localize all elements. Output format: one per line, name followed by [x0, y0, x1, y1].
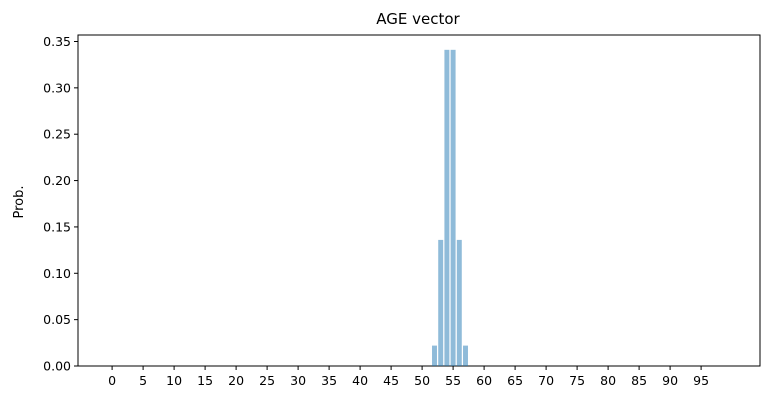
x-tick-label: 75: [569, 373, 585, 388]
x-tick-label: 15: [197, 373, 213, 388]
chart-title: AGE vector: [376, 10, 460, 28]
y-tick-label: 0.25: [43, 127, 71, 142]
x-tick-label: 20: [228, 373, 244, 388]
x-tick-label: 50: [414, 373, 430, 388]
y-tick-label: 0.15: [43, 219, 71, 234]
y-tick-label: 0.20: [43, 173, 71, 188]
y-tick-label: 0.30: [43, 80, 71, 95]
x-tick-label: 85: [631, 373, 647, 388]
bar: [432, 345, 437, 366]
x-tick-label: 25: [259, 373, 275, 388]
bar: [450, 49, 456, 367]
x-tick-label: 95: [693, 373, 709, 388]
x-tick-label: 30: [290, 373, 306, 388]
bar: [444, 49, 450, 367]
x-tick-label: 90: [662, 373, 678, 388]
x-tick-label: 65: [507, 373, 523, 388]
plot-area: [77, 34, 761, 367]
x-tick-label: 70: [538, 373, 554, 388]
y-axis-label: Prob.: [12, 185, 27, 218]
bar: [438, 239, 444, 366]
x-tick-label: 80: [600, 373, 616, 388]
x-axis: 0 5 10 15 20 25 30 35 40 45 50 55 60 65 70 75 80 85 90 95: [108, 366, 709, 388]
x-tick-label: 10: [166, 373, 182, 388]
y-tick-label: 0.10: [43, 266, 71, 281]
bar: [463, 345, 468, 366]
x-tick-label: 55: [445, 373, 461, 388]
x-tick-label: 35: [321, 373, 337, 388]
bar: [456, 239, 462, 366]
y-tick-label: 0.35: [43, 34, 71, 49]
x-tick-label: 0: [108, 373, 116, 388]
bar-series: [432, 49, 468, 367]
y-tick-label: 0.05: [43, 312, 71, 327]
plot-frame: [77, 34, 761, 367]
y-axis: 0.00 0.05 0.10 0.15 0.20 0.25 0.30 0.35: [43, 34, 78, 374]
y-tick-label: 0.00: [43, 359, 71, 374]
x-tick-label: 60: [476, 373, 492, 388]
x-tick-label: 40: [352, 373, 368, 388]
x-tick-label: 45: [383, 373, 399, 388]
x-tick-label: 5: [139, 373, 147, 388]
